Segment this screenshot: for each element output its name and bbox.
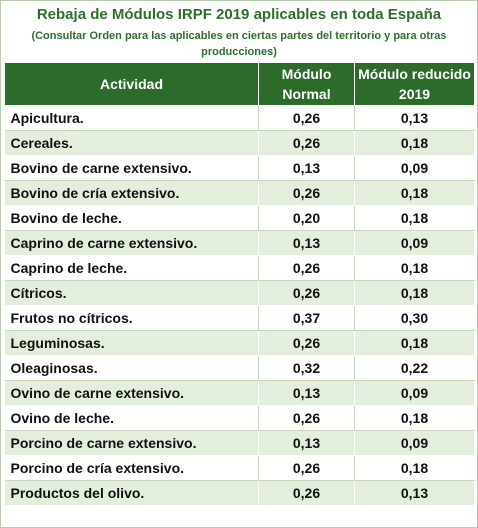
table-row: Ovino de leche. 0,26 0,18 [4,405,475,431]
cell-modulo-normal: 0,26 [258,130,355,156]
table-body: Apicultura. 0,26 0,13 Cereales. 0,26 0,18 Bovi… [4,105,475,506]
cell-actividad: Porcino de cría extensivo. [4,455,259,481]
cell-modulo-normal: 0,26 [258,455,355,481]
cell-actividad: Oleaginosas. [4,355,259,381]
cell-modulo-normal: 0,13 [258,430,355,456]
cell-modulo-normal: 0,26 [258,330,355,356]
cell-modulo-normal: 0,26 [258,255,355,281]
cell-modulo-reducido: 0,09 [354,430,475,456]
document-title: Rebaja de Módulos IRPF 2019 aplicables e… [36,6,442,23]
cell-actividad: Porcino de carne extensivo. [4,430,259,456]
cell-modulo-normal: 0,37 [258,305,355,331]
cell-modulo-reducido: 0,30 [354,305,475,331]
table-row: Ovino de carne extensivo. 0,13 0,09 [4,380,475,406]
cell-modulo-normal: 0,13 [258,230,355,256]
cell-modulo-normal: 0,26 [258,480,355,506]
cell-actividad: Productos del olivo. [4,480,259,506]
header-actividad: Actividad [4,62,259,106]
cell-modulo-normal: 0,26 [258,405,355,431]
document-subtitle: (Consultar Orden para las aplicables en … [31,30,447,58]
table-row: Bovino de cría extensivo. 0,26 0,18 [4,180,475,206]
cell-modulo-reducido: 0,13 [354,480,475,506]
cell-modulo-reducido: 0,09 [354,230,475,256]
cell-actividad: Ovino de leche. [4,405,259,431]
cell-actividad: Apicultura. [4,105,259,131]
table-row: Caprino de carne extensivo. 0,13 0,09 [4,230,475,256]
table-row: Cítricos. 0,26 0,18 [4,280,475,306]
cell-actividad: Bovino de cría extensivo. [4,180,259,206]
cell-modulo-reducido: 0,18 [354,405,475,431]
table-row: Apicultura. 0,26 0,13 [4,105,475,131]
cell-modulo-normal: 0,26 [258,180,355,206]
table-row: Productos del olivo. 0,26 0,13 [4,480,475,506]
table-row: Caprino de leche. 0,26 0,18 [4,255,475,281]
table-row: Oleaginosas. 0,32 0,22 [4,355,475,381]
header-modulo-normal: Módulo Normal [258,62,355,106]
cell-modulo-reducido: 0,18 [354,205,475,231]
cell-actividad: Ovino de carne extensivo. [4,380,259,406]
table-row: Bovino de leche. 0,20 0,18 [4,205,475,231]
table-row: Cereales. 0,26 0,18 [4,130,475,156]
cell-actividad: Bovino de leche. [4,205,259,231]
cell-modulo-reducido: 0,09 [354,155,475,181]
cell-modulo-normal: 0,13 [258,380,355,406]
table-row: Bovino de carne extensivo. 0,13 0,09 [4,155,475,181]
table-header-row: Actividad Módulo Normal Módulo reducido … [4,62,475,106]
cell-actividad: Leguminosas. [4,330,259,356]
cell-modulo-reducido: 0,13 [354,105,475,131]
cell-actividad: Bovino de carne extensivo. [4,155,259,181]
header-modulo-reducido: Módulo reducido 2019 [354,62,475,106]
cell-modulo-reducido: 0,18 [354,455,475,481]
cell-actividad: Caprino de leche. [4,255,259,281]
table-row: Porcino de cría extensivo. 0,26 0,18 [4,455,475,481]
cell-modulo-reducido: 0,18 [354,255,475,281]
cell-modulo-normal: 0,20 [258,205,355,231]
cell-modulo-reducido: 0,18 [354,280,475,306]
modules-table: Actividad Módulo Normal Módulo reducido … [4,62,475,506]
table-row: Porcino de carne extensivo. 0,13 0,09 [4,430,475,456]
cell-actividad: Cereales. [4,130,259,156]
cell-modulo-reducido: 0,18 [354,180,475,206]
cell-modulo-normal: 0,26 [258,280,355,306]
table-row: Frutos no cítricos. 0,37 0,30 [4,305,475,331]
cell-actividad: Cítricos. [4,280,259,306]
cell-modulo-reducido: 0,22 [354,355,475,381]
cell-modulo-reducido: 0,09 [354,380,475,406]
cell-modulo-reducido: 0,18 [354,130,475,156]
cell-modulo-reducido: 0,18 [354,330,475,356]
table-row: Leguminosas. 0,26 0,18 [4,330,475,356]
cell-actividad: Frutos no cítricos. [4,305,259,331]
cell-modulo-normal: 0,13 [258,155,355,181]
cell-actividad: Caprino de carne extensivo. [4,230,259,256]
cell-modulo-normal: 0,32 [258,355,355,381]
cell-modulo-normal: 0,26 [258,105,355,131]
